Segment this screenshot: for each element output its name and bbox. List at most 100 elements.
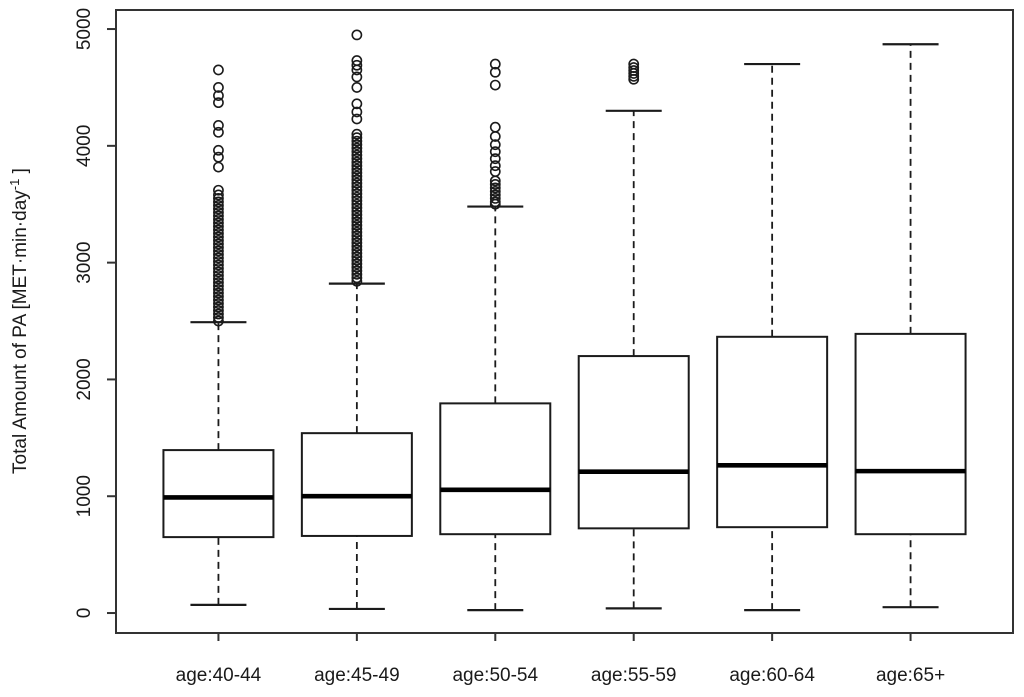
- outlier-point: [351, 258, 363, 270]
- outlier-point: [351, 244, 363, 256]
- outlier-point: [351, 160, 363, 172]
- iqr-box: [439, 402, 552, 536]
- outlier-point: [351, 29, 363, 41]
- outlier-point: [628, 73, 640, 85]
- outlier-point: [351, 233, 363, 245]
- outlier-point: [489, 153, 501, 165]
- outlier-point: [351, 237, 363, 249]
- iqr-box: [854, 332, 967, 536]
- outlier-point: [351, 216, 363, 228]
- outlier-point: [213, 312, 224, 323]
- iqr-box: [716, 335, 829, 529]
- outlier-point: [351, 226, 363, 238]
- outlier-point: [213, 217, 224, 229]
- outlier-point: [213, 249, 224, 260]
- iqr-box: [162, 449, 275, 539]
- outlier-point: [213, 315, 224, 327]
- outlier-point: [351, 209, 363, 221]
- outlier-point: [351, 254, 363, 266]
- y-tick-label: 2000: [74, 358, 95, 400]
- outlier-point: [351, 167, 363, 179]
- x-category-label: age:65+: [876, 665, 945, 686]
- outlier-point: [213, 277, 224, 288]
- outlier-point: [489, 58, 501, 70]
- outlier-point: [213, 119, 224, 131]
- outlier-point: [351, 139, 363, 151]
- outlier-point: [628, 68, 640, 79]
- outlier-point: [351, 64, 363, 76]
- outlier-point: [213, 161, 224, 173]
- outlier-point: [628, 70, 640, 82]
- outlier-point: [351, 191, 363, 203]
- outlier-point: [213, 90, 224, 102]
- outlier-point: [213, 228, 224, 239]
- outlier-point: [489, 139, 501, 151]
- outlier-point: [213, 242, 224, 253]
- y-tick-label: 0: [74, 608, 95, 619]
- outlier-point: [213, 308, 224, 320]
- outlier-point: [351, 272, 363, 284]
- outlier-point: [351, 128, 363, 140]
- outlier-point: [213, 270, 224, 281]
- outlier-point: [351, 184, 363, 196]
- x-category-label: age:50-54: [452, 665, 538, 686]
- outlier-point: [213, 263, 224, 274]
- outlier-point: [213, 266, 224, 278]
- outlier-point: [489, 79, 501, 91]
- outlier-point: [213, 184, 224, 196]
- outlier-point: [213, 301, 224, 313]
- outlier-point: [351, 113, 363, 125]
- outlier-point: [351, 153, 363, 165]
- outlier-point: [213, 221, 224, 232]
- outlier-point: [351, 198, 363, 210]
- outlier-point: [213, 245, 224, 257]
- outlier-point: [351, 98, 363, 110]
- outlier-point: [213, 305, 224, 316]
- outlier-point: [351, 247, 363, 259]
- outlier-point: [351, 142, 363, 154]
- outlier-point: [351, 149, 363, 161]
- outlier-point: [351, 275, 363, 287]
- outlier-point: [489, 182, 501, 194]
- outlier-point: [489, 198, 501, 210]
- y-tick-label: 4000: [74, 125, 95, 167]
- outlier-point: [213, 64, 224, 76]
- outlier-point: [351, 195, 363, 207]
- outlier-point: [351, 82, 363, 93]
- x-category-label: age:45-49: [314, 665, 400, 686]
- outlier-point: [213, 224, 224, 236]
- outlier-point: [213, 252, 224, 264]
- outlier-point: [351, 188, 363, 200]
- outlier-point: [351, 240, 363, 252]
- outlier-point: [351, 174, 363, 186]
- outlier-point: [351, 146, 363, 158]
- outlier-point: [351, 230, 363, 242]
- x-category-label: age:55-59: [591, 665, 677, 686]
- outlier-point: [351, 265, 363, 277]
- outlier-point: [489, 185, 501, 197]
- outlier-point: [351, 212, 363, 224]
- outlier-point: [489, 160, 501, 172]
- outlier-point: [351, 71, 363, 83]
- outlier-point: [213, 82, 224, 93]
- outlier-point: [351, 177, 363, 189]
- y-tick-label: 1000: [74, 475, 95, 517]
- outlier-point: [351, 202, 363, 214]
- outlier-point: [213, 200, 224, 211]
- outlier-point: [213, 196, 224, 208]
- outlier-point: [213, 280, 224, 292]
- outlier-point: [351, 261, 363, 273]
- outlier-point: [213, 210, 224, 222]
- outlier-point: [351, 181, 363, 193]
- outlier-point: [351, 205, 363, 217]
- outlier-point: [489, 66, 501, 78]
- outlier-point: [213, 126, 224, 138]
- outlier-point: [213, 97, 224, 109]
- outlier-point: [213, 203, 224, 215]
- outlier-point: [351, 268, 363, 280]
- outlier-point: [489, 146, 501, 158]
- outlier-point: [213, 214, 224, 225]
- outlier-point: [213, 287, 224, 299]
